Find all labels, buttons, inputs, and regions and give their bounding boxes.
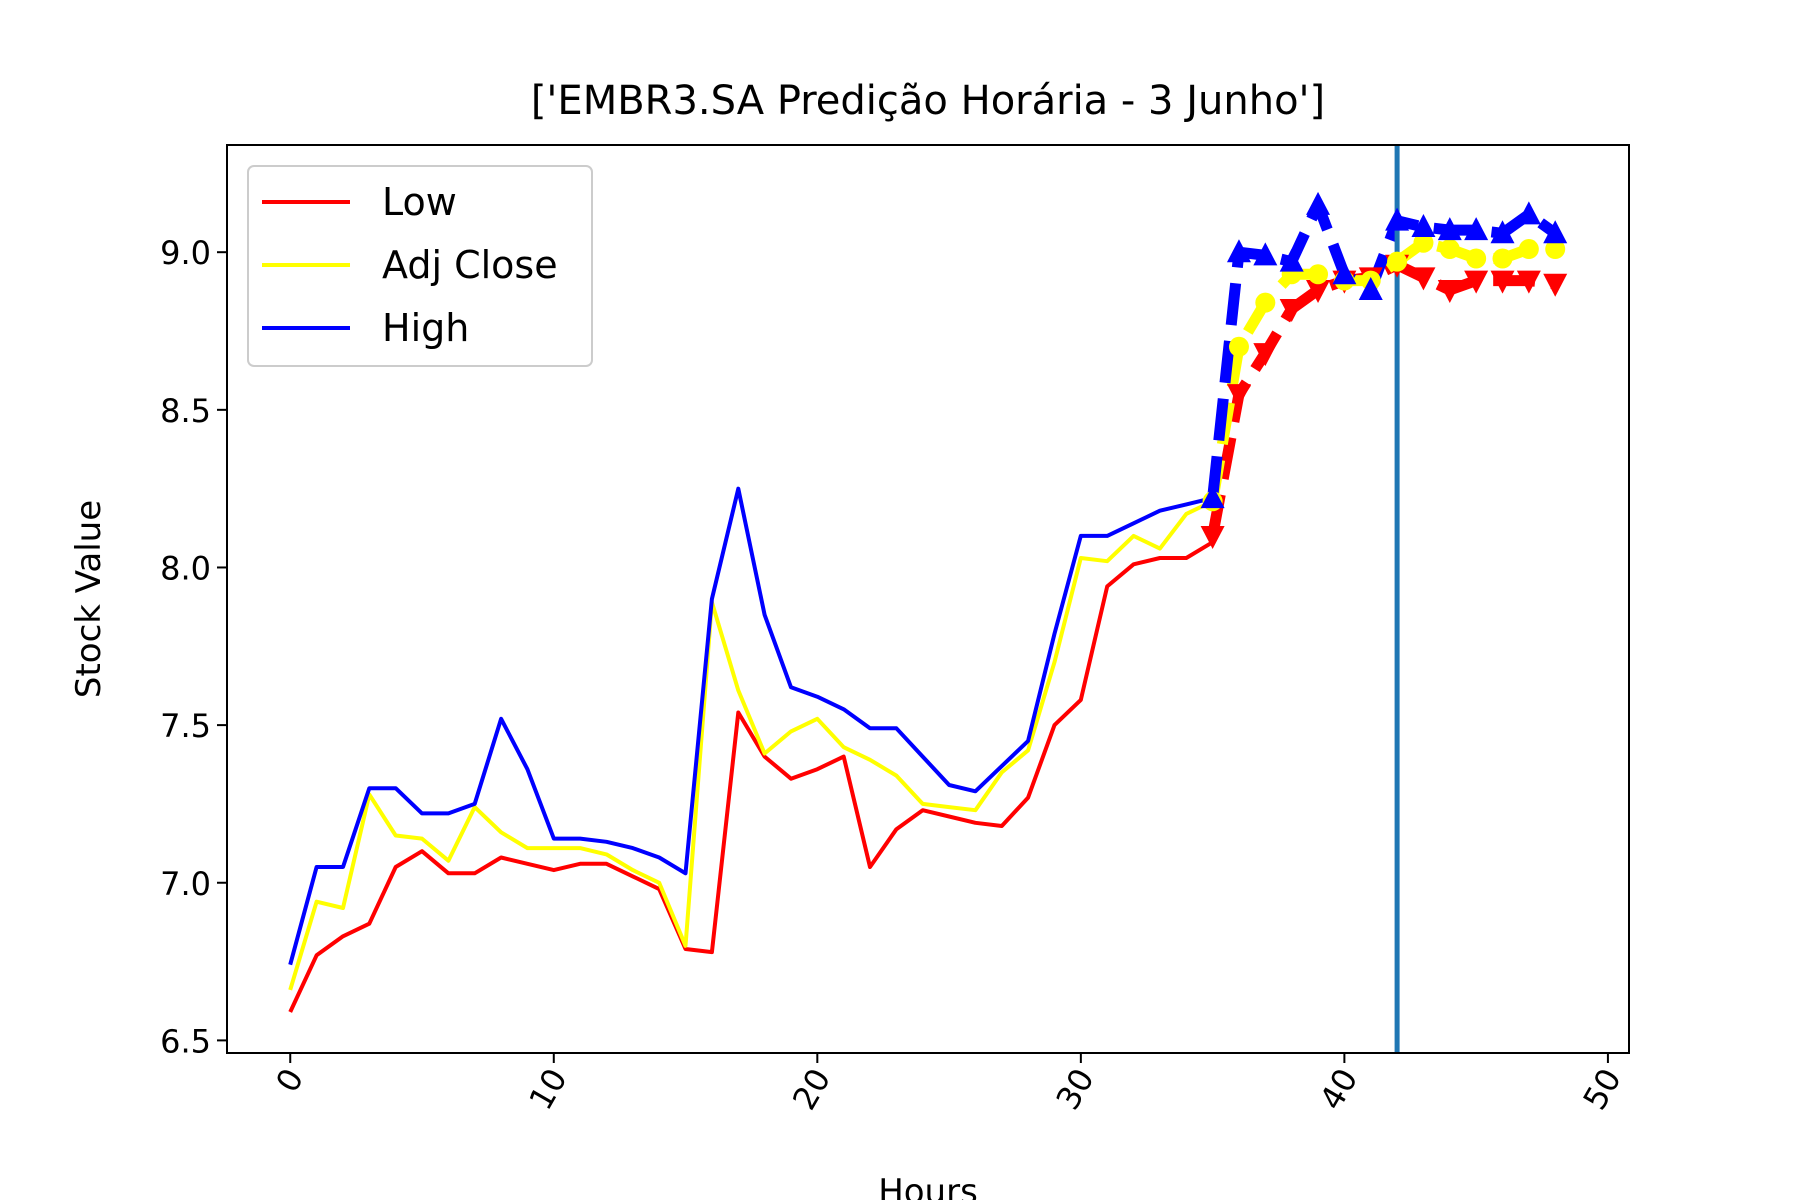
forecast-marker-high <box>1253 242 1278 266</box>
forecast-marker-low <box>1464 270 1489 294</box>
series-line-high <box>288 486 1214 966</box>
plot-frame <box>226 144 1630 1054</box>
forecast-marker-adj-close <box>1518 239 1539 260</box>
y-tick-label: 8.5 <box>160 392 211 430</box>
forecast-marker-high <box>1385 207 1410 231</box>
chart-title: ['EMBR3.SA Predição Horária - 3 Junho'] <box>531 78 1325 124</box>
forecast-marker-adj-close <box>1387 251 1408 272</box>
forecast-marker-high <box>1464 217 1489 241</box>
forecast-marker-low <box>1226 384 1251 408</box>
x-tick-label: 20 <box>785 1062 838 1116</box>
x-tick-label: 30 <box>1049 1062 1102 1116</box>
forecast-marker-adj-close <box>1545 239 1566 260</box>
forecast-marker-low <box>1543 273 1568 297</box>
y-axis-label: Stock Value <box>69 500 109 698</box>
y-axis: 6.5 7.0 7.5 8.0 8.5 9.0 <box>160 234 227 1060</box>
forecast-marker-high <box>1358 277 1383 301</box>
forecast-marker-low <box>1306 280 1331 304</box>
forecast-marker-adj-close <box>1308 264 1329 285</box>
y-tick-label: 7.0 <box>160 865 211 903</box>
legend: Low Adj Close High <box>247 165 593 367</box>
forecast-marker-high <box>1279 248 1304 272</box>
y-tick-label: 6.5 <box>160 1022 211 1060</box>
plot-markers <box>1200 191 1568 549</box>
x-axis-label: Hours <box>878 1172 978 1200</box>
forecast-marker-low <box>1490 270 1515 294</box>
forecast-marker-low <box>1200 525 1225 549</box>
legend-label: High <box>382 306 469 350</box>
x-axis: 0 10 20 30 40 50 <box>268 1053 1629 1116</box>
forecast-marker-low <box>1516 270 1541 294</box>
forecast-marker-low <box>1437 280 1462 304</box>
x-tick-label: 0 <box>268 1062 311 1099</box>
forecast-marker-adj-close <box>1439 239 1460 260</box>
series-line-adj-close <box>288 499 1214 991</box>
forecast-marker-adj-close <box>1492 248 1513 269</box>
forecast-marker-adj-close <box>1255 292 1276 313</box>
forecast-marker-high <box>1226 239 1251 263</box>
forecast-marker-low <box>1411 267 1436 291</box>
y-tick-label: 9.0 <box>160 234 211 272</box>
forecast-marker-high <box>1490 220 1515 244</box>
y-tick-label: 7.5 <box>160 707 211 745</box>
series-line-low <box>288 540 1214 1013</box>
x-tick-label: 40 <box>1312 1062 1365 1116</box>
legend-box <box>247 165 593 367</box>
forecast-marker-adj-close <box>1413 232 1434 253</box>
forecast-marker-low <box>1253 343 1278 367</box>
x-tick-label: 50 <box>1576 1062 1629 1116</box>
y-tick-label: 8.0 <box>160 549 211 587</box>
legend-label: Adj Close <box>382 243 558 287</box>
legend-label: Low <box>382 180 457 224</box>
forecast-marker-high <box>1516 201 1541 225</box>
forecast-marker-high <box>1437 217 1462 241</box>
x-tick-label: 10 <box>521 1062 574 1116</box>
forecast-marker-high <box>1411 213 1436 237</box>
forecast-marker-adj-close <box>1466 248 1487 269</box>
forecast-marker-high <box>1200 485 1225 509</box>
forecast-marker-adj-close <box>1228 336 1249 357</box>
forecast-marker-low <box>1279 298 1304 322</box>
forecast-marker-high <box>1306 191 1331 215</box>
forecast-marker-high <box>1332 261 1357 285</box>
forecast-marker-high <box>1543 220 1568 244</box>
